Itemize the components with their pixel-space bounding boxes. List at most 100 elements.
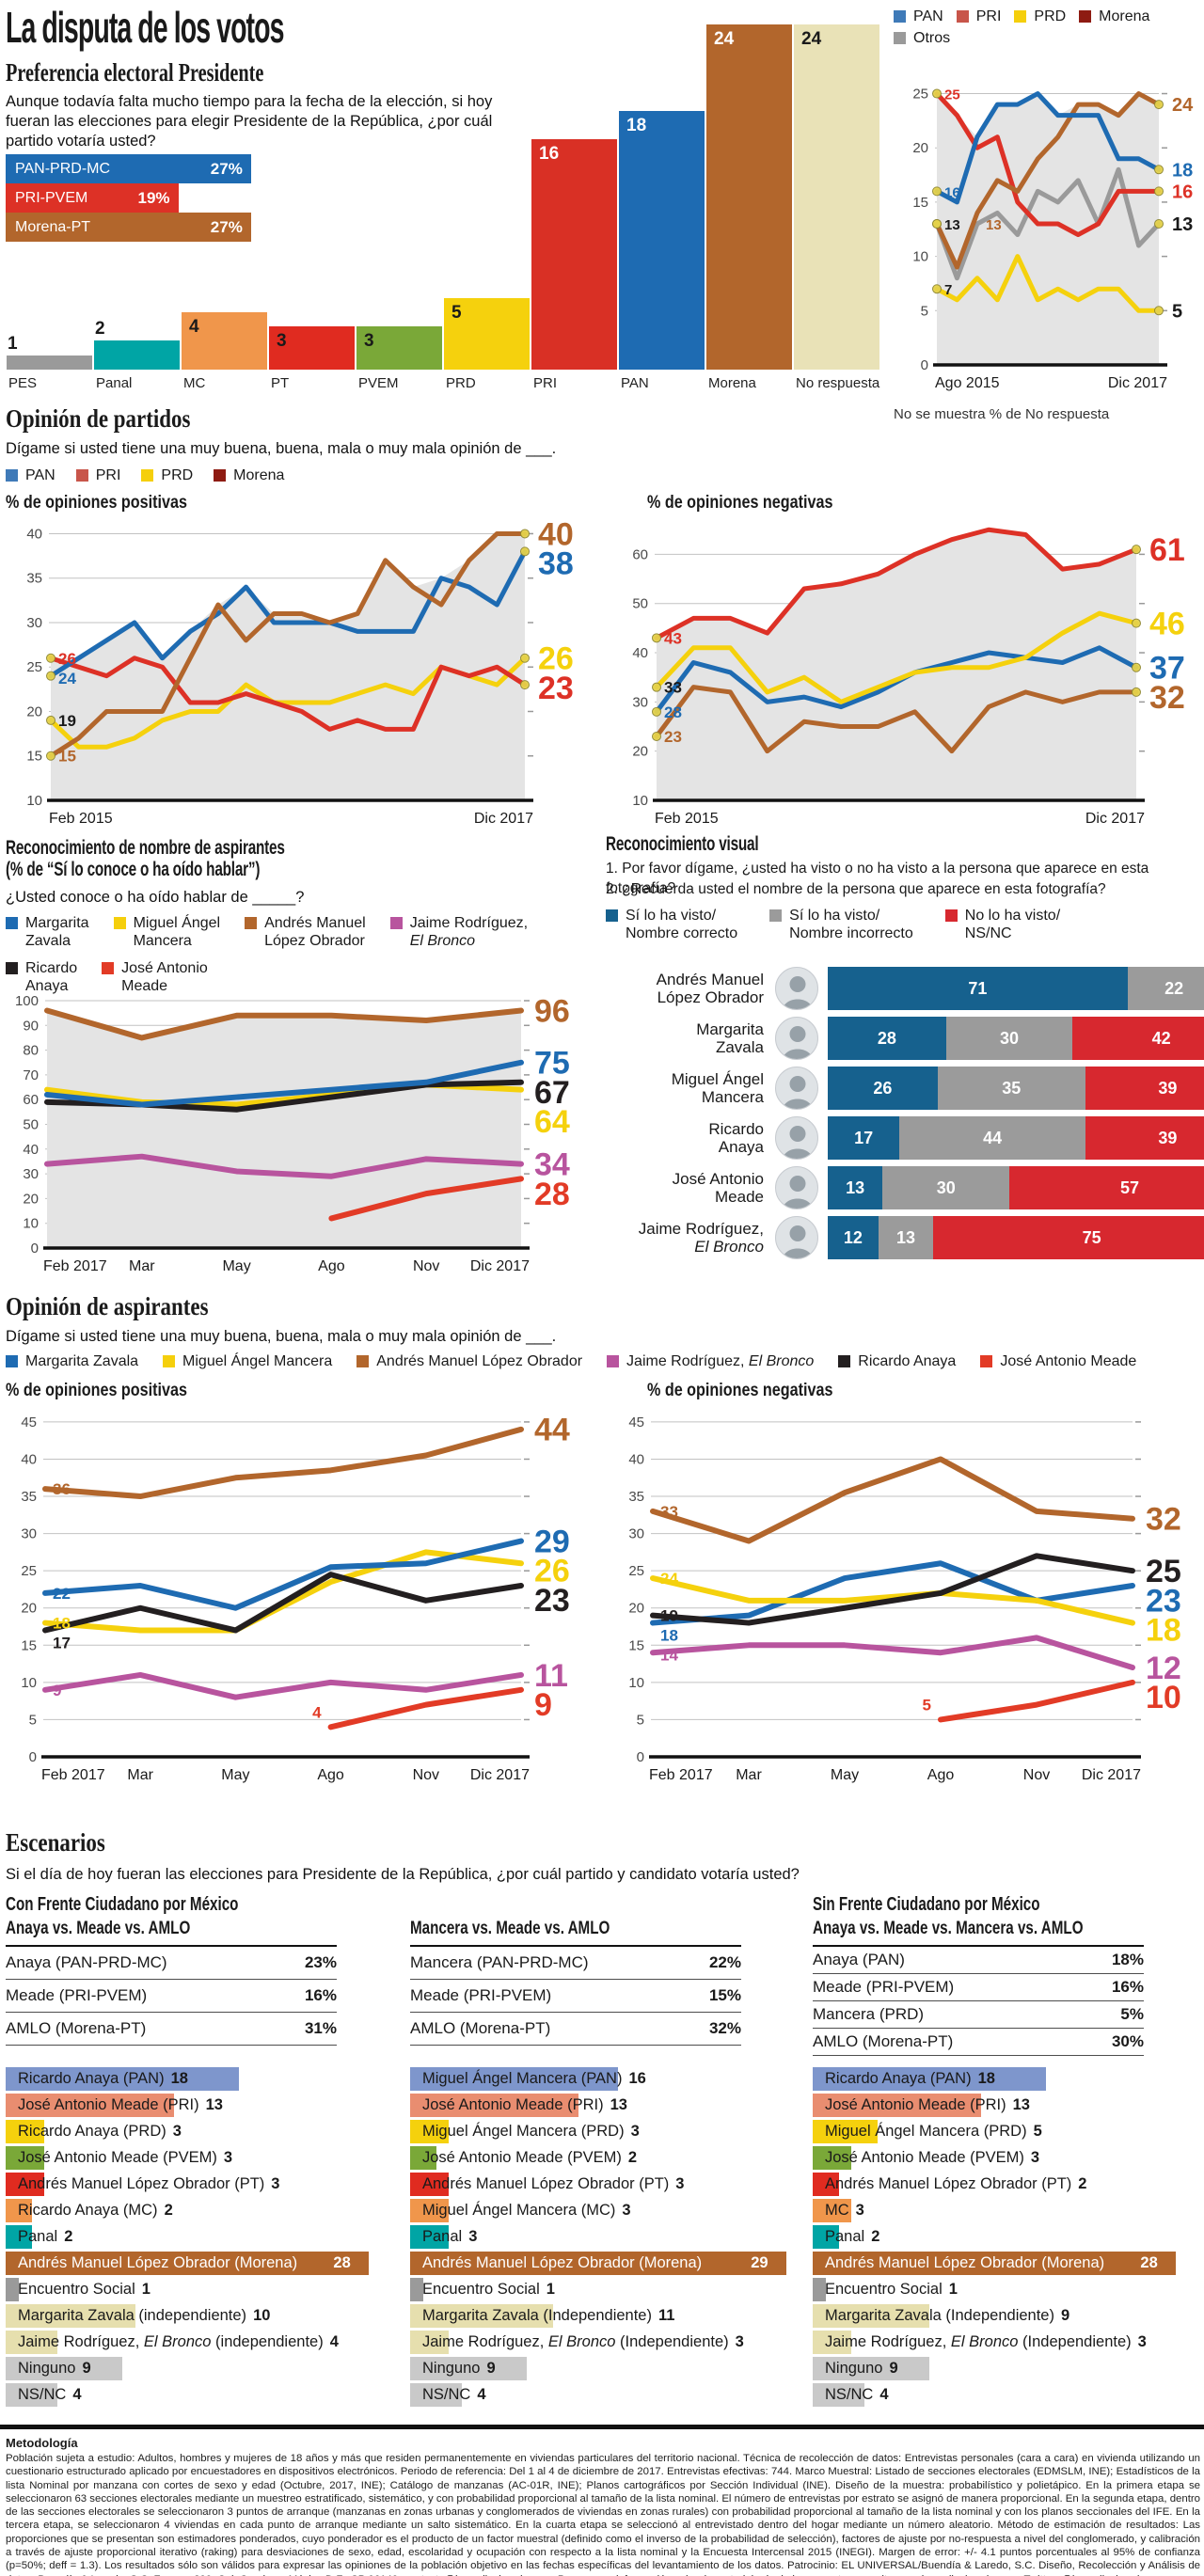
candidate-name: Ricardo Anaya [708,1120,764,1156]
party-column-value: 2 [95,319,105,340]
scenario-table-label: Meade (PRI-PVEM) [410,1986,552,2004]
scenario-bar-label: Panal 2 [825,2228,880,2245]
party-column [269,326,355,370]
scenario-subheading: Anaya vs. Meade vs. Mancera vs. AMLO [813,1919,1084,1938]
scenario-bar-value: 3 [1137,2333,1147,2350]
candidate-photo [775,967,818,1010]
legend-swatch-icon [956,10,969,23]
visual-row: Ricardo Anaya 17 44 39 [606,1116,1204,1160]
party-column-label: Morena [708,375,756,391]
scenario-bar-row: Panal 3 [410,2225,788,2249]
scenario-bar-row: Miguel Ángel Mancera (PRD) 5 [813,2120,1191,2143]
coalition-bar-value: 27% [210,160,243,178]
scenario-bar [410,2173,450,2196]
end-value-label: 40 [538,516,574,552]
scenario-bar-value: 3 [223,2149,233,2166]
scenario-bar-label: Ricardo Anaya (PAN) 18 [18,2070,188,2087]
scenario-bar-value: 10 [253,2307,271,2324]
start-value-label: 14 [660,1647,678,1665]
legend-swatch-icon [607,1355,620,1367]
end-value-label: 44 [534,1413,570,1448]
stacked-segment: 30 [882,1166,1010,1209]
x-tick-label: May [831,1767,859,1783]
scenario-bar-value: 1 [141,2281,150,2298]
scenario-bar-row: Panal 2 [6,2225,384,2249]
scenario-table: Anaya (PAN) 18% Meade (PRI-PVEM) 16% Mancera… [813,1945,1144,2056]
start-value-label: 43 [664,629,682,647]
partidos-pos-title: % de opiniones positivas [6,493,187,513]
end-value-label: 13 [1172,214,1193,235]
scenario-bar [6,2199,32,2222]
start-value-label: 33 [660,1503,678,1521]
start-value-label: 25 [944,87,960,103]
scenario-bar [410,2357,528,2380]
end-value-label: 9 [534,1687,552,1723]
scenario-bar-value: 13 [1012,2096,1030,2113]
coalition-bar: PAN-PRD-MC 27% [6,154,251,183]
end-value-label: 37 [1149,651,1185,687]
y-tick-label: 20 [628,1601,644,1617]
scenario-bar-row: Panal 2 [813,2225,1191,2249]
scenario-bar-value: 2 [64,2228,73,2245]
scenario-bar-value: 13 [610,2096,627,2113]
legend-item: Sí lo ha visto/Nombre correcto [606,907,737,942]
scenario-bar-label: Ninguno 9 [825,2360,898,2377]
series-line-Morena [654,685,1139,754]
start-value-label: 22 [53,1585,71,1603]
end-value-label: 5 [1172,301,1182,322]
scenario-table-row: Mancera (PAN-PRD-MC) 22% [410,1947,741,1980]
candidate-photo [775,1067,818,1110]
y-tick-label: 15 [21,1637,37,1653]
partidos-neg-title: % de opiniones negativas [647,493,833,513]
scenario-bar [410,2225,450,2249]
party-column-label: PT [271,375,290,391]
endpoint-dot [1132,618,1141,628]
scenario-bar-label: José Antonio Meade (PRI) 13 [825,2096,1030,2113]
scenario-bar-row: Andrés Manuel López Obrador (PT) 3 [410,2173,788,2196]
end-value-label: 46 [1149,607,1185,642]
party-column [531,139,617,370]
aspirantes-positive-chart: 0 5 10 15 20 25 30 35 40 45 Feb 2017 Mar May Ago Nov Di… [21,1413,570,1783]
legend-item: Sí lo ha visto/Nombre incorrecto [769,907,913,942]
candidate-name: Miguel Ángel Mancera [671,1070,764,1106]
scenario-table-value: 23% [304,1953,337,1971]
party-column-label: PAN [621,375,649,391]
scenario-bar [410,2146,436,2170]
scenario-table-row: AMLO (Morena-PT) 32% [410,2013,741,2046]
x-tick-label: Dic 2017 [1108,375,1167,391]
party-column-value: 24 [714,28,735,49]
x-tick-label: Feb 2017 [649,1767,713,1783]
series-line-José Antonio Meade [328,1176,524,1222]
scenario-table-label: AMLO (Morena-PT) [6,2019,147,2037]
scenario-table-label: AMLO (Morena-PT) [813,2032,954,2050]
scenario-bar-row: Ninguno 9 [410,2357,788,2380]
legend-label: Jaime Rodríguez, El Bronco [409,915,529,949]
scenario-bar-label: Margarita Zavala (Independiente) 11 [422,2307,675,2324]
scenario-bar-value: 9 [1060,2307,1070,2324]
end-value-label: 96 [534,993,570,1029]
person-silhouette-icon [783,1026,813,1059]
scenario-bar-row: Ricardo Anaya (PAN) 18 [813,2067,1191,2091]
scenario-bar [410,2383,463,2407]
scenario-bar-value: 2 [164,2202,173,2219]
legend-label: Ricardo Anaya [858,1353,957,1369]
scenario-bar-value: 1 [546,2281,555,2298]
nombre-question: ¿Usted conoce o ha oído hablar de _____? [6,889,305,906]
y-tick-label: 10 [21,1675,37,1691]
scenario-bar-row: Andrés Manuel López Obrador (PT) 2 [813,2173,1191,2196]
scenario-bar-row: José Antonio Meade (PVEM) 3 [813,2146,1191,2170]
scenario-bar-label: Ricardo Anaya (PAN) 18 [825,2070,995,2087]
legend-label: José Antonio Meade [1000,1353,1137,1369]
scenario-bar-label: Miguel Ángel Mancera (PRD) 3 [422,2123,640,2140]
scenario-bar-label: Jaime Rodríguez, El Bronco (Independient… [422,2333,744,2350]
start-value-label: 24 [58,670,76,687]
y-tick-label: 30 [632,694,648,710]
scenario-bar-row: Andrés Manuel López Obrador (Morena) 28 [813,2252,1191,2275]
end-value-label: 32 [1149,680,1185,716]
section-title-preferencia: Preferencia electoral Presidente [6,58,264,87]
candidate-photo [775,1017,818,1060]
legend-item: José Antonio Meade [102,959,208,995]
scenario-bar-value: 4 [477,2386,486,2403]
series-line-Jaime Rodríguez, El Bronco [44,1153,524,1179]
